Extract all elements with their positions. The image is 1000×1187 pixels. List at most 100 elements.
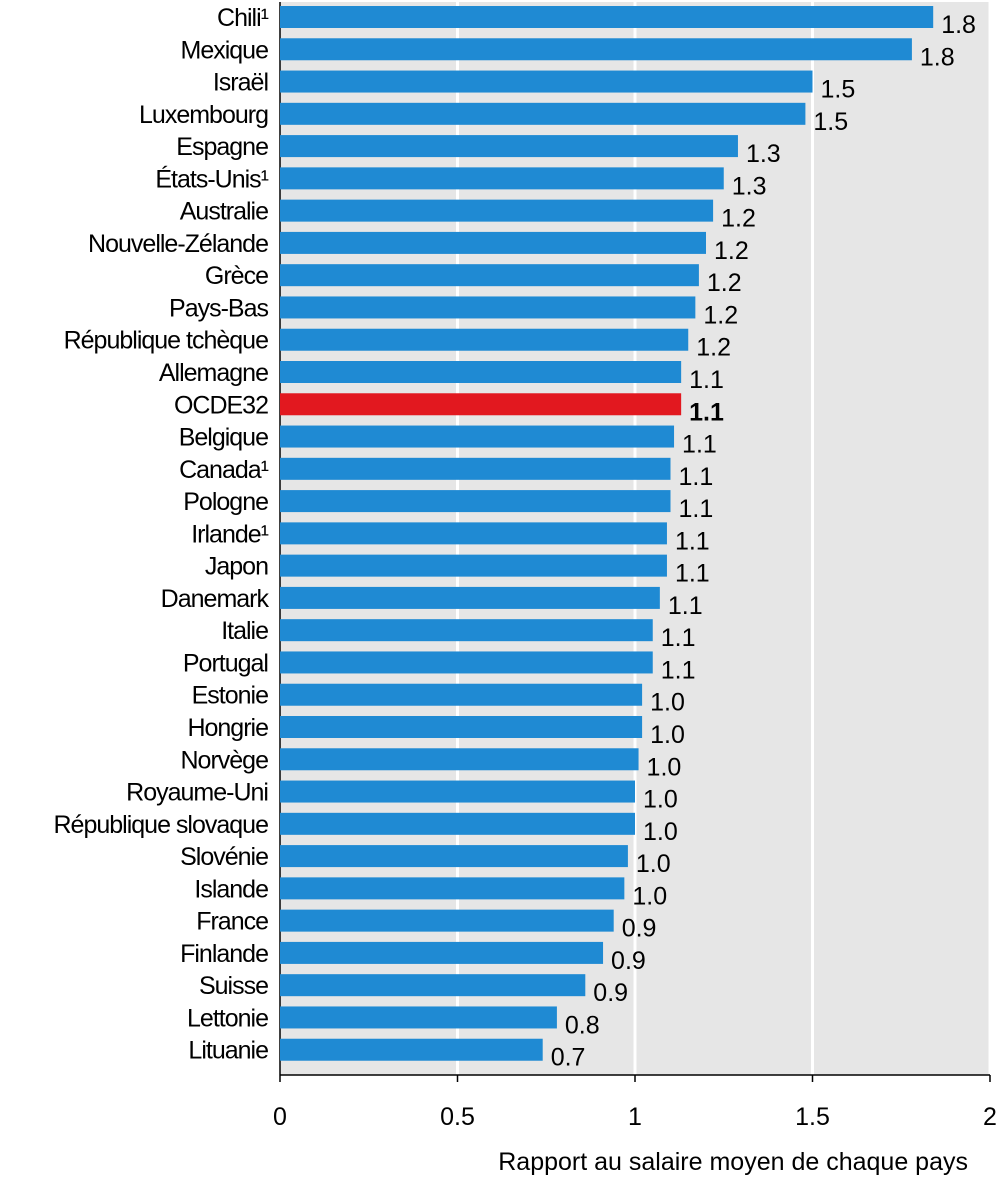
bar xyxy=(280,651,653,674)
bar-group: Royaume-Uni 1.0 xyxy=(126,779,678,814)
value-label: 1.5 xyxy=(821,76,856,104)
value-label: 1.3 xyxy=(746,140,781,168)
value-label: 1.1 xyxy=(679,463,714,491)
bar-group: Japon 1.1 xyxy=(205,553,710,588)
category-label: Grèce xyxy=(205,262,268,290)
bar-group: République tchèque 1.2 xyxy=(64,327,731,362)
x-tick-label: 0 xyxy=(273,1103,287,1131)
category-label: OCDE32 xyxy=(174,391,268,419)
value-label: 1.0 xyxy=(632,882,667,910)
category-label: Irlande¹ xyxy=(191,520,268,548)
bar xyxy=(280,619,653,642)
bar-group: Estonie 1.0 xyxy=(192,682,685,717)
bar xyxy=(280,38,912,61)
bar-group: Pologne 1.1 xyxy=(183,488,713,523)
value-label: 0.9 xyxy=(622,915,657,943)
category-label: États-Unis¹ xyxy=(155,164,268,193)
category-label: Israël xyxy=(213,69,268,97)
value-label: 1.1 xyxy=(675,560,710,588)
value-label: 0.9 xyxy=(611,947,646,975)
x-tick-label: 1 xyxy=(628,1103,642,1131)
value-label: 1.0 xyxy=(643,818,678,846)
bar-group: États-Unis¹ 1.3 xyxy=(155,164,766,200)
value-label: 1.1 xyxy=(682,431,717,459)
value-label: 1.1 xyxy=(675,527,710,555)
bar-group: France 0.9 xyxy=(196,908,656,943)
category-label: Mexique xyxy=(181,36,269,64)
bar-group: Suisse 0.9 xyxy=(199,972,628,1007)
category-label: Hongrie xyxy=(187,714,268,742)
value-label: 1.1 xyxy=(689,366,724,394)
bar-group: République slovaque 1.0 xyxy=(53,811,677,846)
bar xyxy=(280,1038,543,1061)
category-label: Allemagne xyxy=(159,359,268,387)
bar-group: Espagne 1.3 xyxy=(176,133,780,168)
bar-group: Irlande¹ 1.1 xyxy=(191,520,709,555)
category-label: France xyxy=(196,908,268,936)
bar-group: Hongrie 1.0 xyxy=(187,714,684,749)
bar-group: Israël 1.5 xyxy=(213,69,855,104)
bar-group: Allemagne 1.1 xyxy=(159,359,724,394)
category-label: Japon xyxy=(205,553,268,581)
bar xyxy=(280,586,660,609)
category-label: Danemark xyxy=(161,585,270,613)
category-label: Slovénie xyxy=(180,843,268,871)
value-label: 1.1 xyxy=(679,495,714,523)
bar xyxy=(280,264,699,287)
bar-group: Pays-Bas 1.2 xyxy=(169,294,738,329)
bar xyxy=(280,490,671,513)
value-label: 1.8 xyxy=(920,43,955,71)
x-tick-label: 1.5 xyxy=(795,1103,830,1131)
x-tick-label: 2 xyxy=(983,1103,997,1131)
category-label: Finlande xyxy=(180,940,268,968)
value-label: 1.2 xyxy=(696,334,731,362)
category-label: Islande xyxy=(194,875,268,903)
category-label: République slovaque xyxy=(53,811,268,839)
category-label: Canada¹ xyxy=(179,456,269,484)
value-label: 1.2 xyxy=(714,237,749,265)
value-label: 1.0 xyxy=(650,721,685,749)
bar-highlight xyxy=(280,393,682,416)
bar xyxy=(280,328,689,351)
bar-group: Norvège 1.0 xyxy=(181,746,682,781)
bar xyxy=(280,812,635,835)
category-label: Royaume-Uni xyxy=(126,779,268,807)
value-label: 1.3 xyxy=(732,172,767,200)
value-label: 1.2 xyxy=(721,205,756,233)
value-label: 1.5 xyxy=(813,108,848,136)
bar-group: OCDE32 1.1 xyxy=(174,391,724,426)
category-label: République tchèque xyxy=(64,327,268,355)
value-label: 1.2 xyxy=(707,269,742,297)
value-label: 1.0 xyxy=(636,850,671,878)
bar xyxy=(280,877,625,900)
bar xyxy=(280,199,714,222)
bar xyxy=(280,522,667,545)
value-label: 1.0 xyxy=(650,689,685,717)
value-label: 1.2 xyxy=(703,301,738,329)
bar-group: Grèce 1.2 xyxy=(205,262,742,297)
value-label: 1.0 xyxy=(647,753,682,781)
bar-group: Luxembourg 1.5 xyxy=(139,101,848,136)
category-label: Italie xyxy=(221,617,268,645)
bar xyxy=(280,135,738,158)
value-label: 1.1 xyxy=(661,624,696,652)
bar-group: Australie 1.2 xyxy=(180,198,756,233)
bar-group: Lituanie 0.7 xyxy=(188,1037,585,1072)
category-label: Australie xyxy=(180,198,268,226)
bar-group: Belgique 1.1 xyxy=(179,424,717,459)
bar-group: Islande 1.0 xyxy=(194,875,667,910)
x-tick-label: 0.5 xyxy=(440,1103,475,1131)
bar-group: Danemark 1.1 xyxy=(161,585,703,620)
x-axis-ticks: 0 0.5 1 1.5 2 xyxy=(273,1075,997,1131)
bar xyxy=(280,457,671,480)
bar xyxy=(280,361,682,383)
bar xyxy=(280,909,614,932)
value-label: 0.9 xyxy=(593,979,628,1007)
category-label: Espagne xyxy=(176,133,268,161)
bar-group: Mexique 1.8 xyxy=(181,36,955,71)
category-label: Estonie xyxy=(192,682,268,710)
bar xyxy=(280,102,806,125)
value-label: 0.8 xyxy=(565,1011,600,1039)
x-axis-label: Rapport au salaire moyen de chaque pays xyxy=(498,1148,968,1176)
